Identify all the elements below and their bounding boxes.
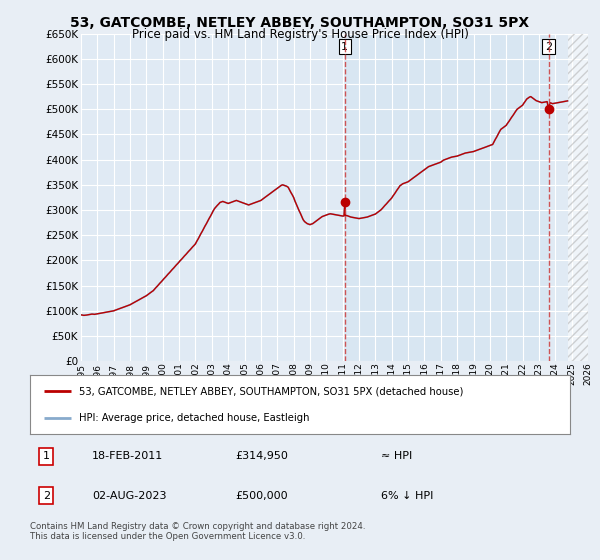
Text: 6% ↓ HPI: 6% ↓ HPI (381, 491, 433, 501)
Text: 1: 1 (43, 451, 50, 461)
Bar (345, 34, 548, 361)
Text: 2: 2 (43, 491, 50, 501)
Text: Price paid vs. HM Land Registry's House Price Index (HPI): Price paid vs. HM Land Registry's House … (131, 28, 469, 41)
Text: 02-AUG-2023: 02-AUG-2023 (92, 491, 167, 501)
Text: ≈ HPI: ≈ HPI (381, 451, 412, 461)
Text: £314,950: £314,950 (235, 451, 288, 461)
Text: 1: 1 (341, 41, 349, 52)
Text: 53, GATCOMBE, NETLEY ABBEY, SOUTHAMPTON, SO31 5PX: 53, GATCOMBE, NETLEY ABBEY, SOUTHAMPTON,… (70, 16, 530, 30)
Text: HPI: Average price, detached house, Eastleigh: HPI: Average price, detached house, East… (79, 413, 309, 423)
Text: £500,000: £500,000 (235, 491, 288, 501)
Text: Contains HM Land Registry data © Crown copyright and database right 2024.
This d: Contains HM Land Registry data © Crown c… (30, 522, 365, 542)
Text: 2: 2 (545, 41, 552, 52)
Text: 18-FEB-2011: 18-FEB-2011 (92, 451, 163, 461)
Bar (568, 34, 588, 361)
Text: 53, GATCOMBE, NETLEY ABBEY, SOUTHAMPTON, SO31 5PX (detached house): 53, GATCOMBE, NETLEY ABBEY, SOUTHAMPTON,… (79, 386, 463, 396)
